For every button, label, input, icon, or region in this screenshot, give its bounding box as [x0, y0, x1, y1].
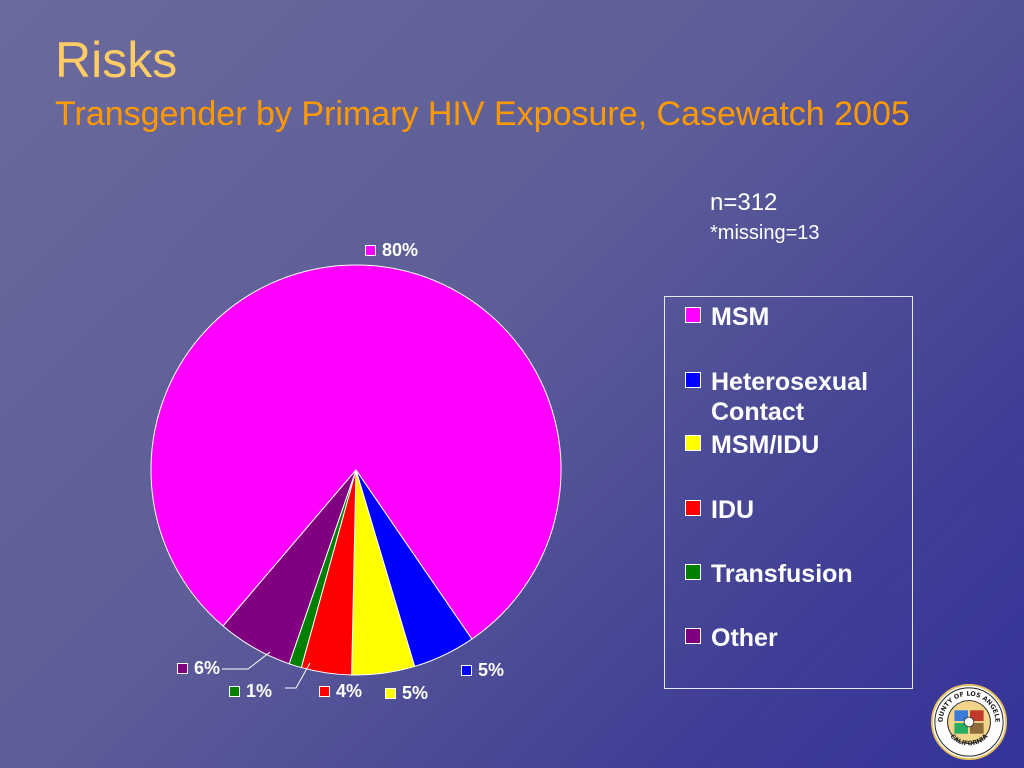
pie-label-text: 80% [382, 240, 419, 260]
pie-label-text: 1% [246, 681, 273, 701]
pie-label-swatch [385, 688, 396, 699]
pie-label-heterosexual: 5% [461, 660, 504, 681]
legend-swatch [685, 435, 701, 451]
legend-label: Transfusion [711, 560, 853, 588]
pie-label-swatch [319, 686, 330, 697]
legend-swatch [685, 628, 701, 644]
legend-label: Heterosexual Contact [711, 368, 869, 426]
pie-label-swatch [365, 245, 376, 256]
pie-slice-other [222, 469, 357, 665]
legend-label: MSM/IDU [711, 431, 820, 459]
pie-slice-msm [150, 264, 562, 640]
pie-label-msm: 80% [365, 240, 418, 261]
pie-label-transfusion: 1% [229, 681, 272, 702]
pie-label-other: 6% [177, 658, 220, 679]
legend-item-msm-idu: MSM/IDU [685, 430, 906, 460]
legend-item-msm: MSM [685, 302, 906, 332]
legend-item-heterosexual: Heterosexual Contact [685, 367, 906, 427]
legend-item-transfusion: Transfusion [685, 559, 906, 589]
legend-label: IDU [711, 496, 755, 524]
slide-title: Risks [55, 32, 178, 88]
pie-label-text: 5% [402, 683, 429, 703]
pie-label-swatch [461, 665, 472, 676]
leader-line-transfusion [285, 662, 311, 689]
legend-swatch [685, 307, 701, 323]
legend-item-other: Other [685, 623, 906, 653]
sample-size-note: n=312 [710, 189, 778, 216]
chart-legend: MSM Heterosexual Contact MSM/IDU IDU Tra… [664, 296, 913, 689]
pie-label-swatch [177, 663, 188, 674]
legend-swatch [685, 372, 701, 388]
legend-swatch [685, 564, 701, 580]
pie-label-text: 4% [336, 681, 363, 701]
leader-line-other [222, 651, 271, 670]
pie-label-text: 5% [478, 660, 505, 680]
legend-swatch [685, 500, 701, 516]
pie-label-idu: 4% [319, 681, 362, 702]
pie-label-text: 6% [194, 658, 221, 678]
legend-label: MSM [711, 303, 770, 331]
county-seal-logo: COUNTY OF LOS ANGELES CALIFORNIA [930, 683, 1008, 761]
legend-item-idu: IDU [685, 495, 906, 525]
slide-subtitle: Transgender by Primary HIV Exposure, Cas… [55, 95, 910, 133]
missing-note: *missing=13 [710, 222, 820, 244]
pie-label-msm-idu: 5% [385, 683, 428, 704]
pie-label-swatch [229, 686, 240, 697]
legend-label: Other [711, 624, 778, 652]
